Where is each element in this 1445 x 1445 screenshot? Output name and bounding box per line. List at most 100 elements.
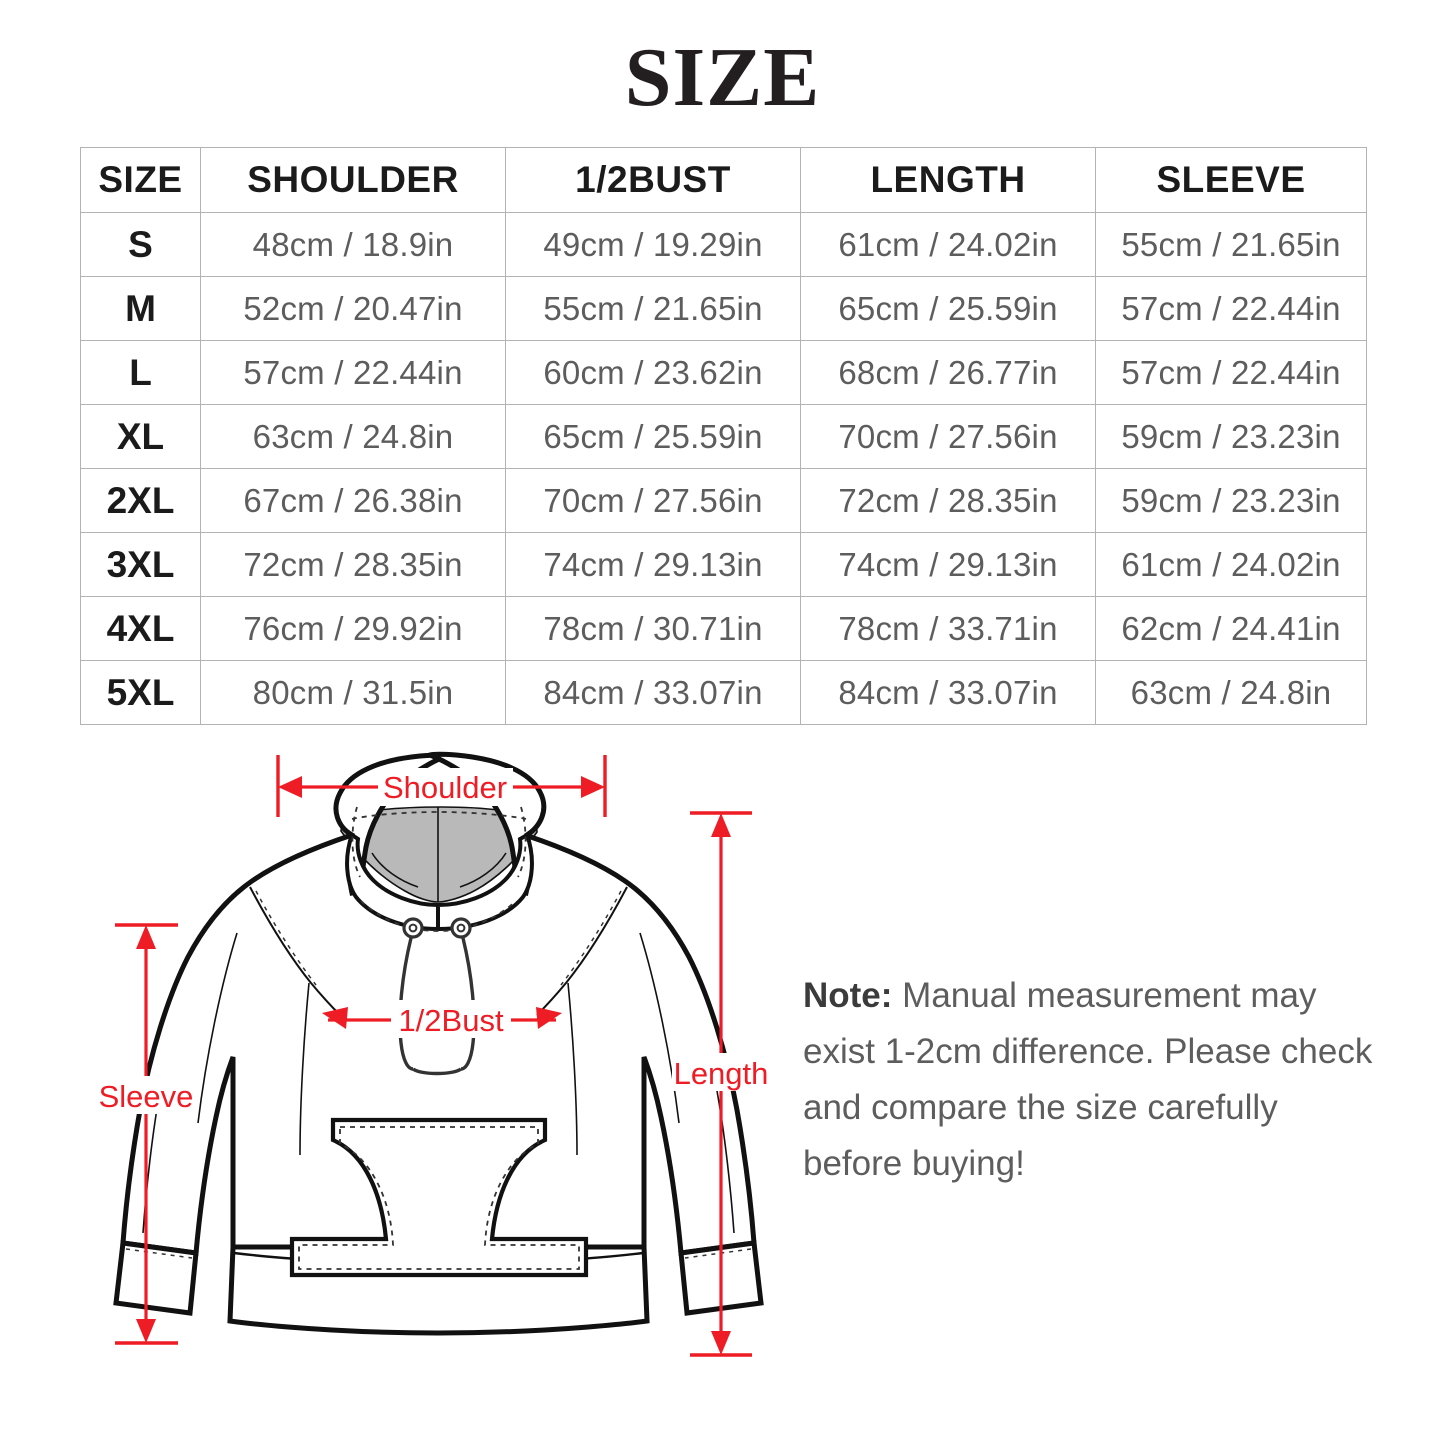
table-row: 5XL 80cm / 31.5in 84cm / 33.07in 84cm / … (80, 660, 1367, 725)
cell-shoulder: 72cm / 28.35in (200, 532, 506, 597)
column-header-shoulder: SHOULDER (200, 147, 506, 213)
cell-size: 5XL (80, 660, 201, 725)
hood-drape-left (371, 852, 419, 888)
cell-bust: 70cm / 27.56in (505, 468, 801, 533)
cell-length: 74cm / 29.13in (800, 532, 1096, 597)
length-arrowhead-bottom (711, 1331, 731, 1355)
bust-arrowhead-right (536, 1007, 562, 1029)
shoulder-label: Shoulder (383, 770, 507, 805)
column-header-bust: 1/2BUST (505, 147, 801, 213)
cell-length: 84cm / 33.07in (800, 660, 1096, 725)
sleeve-arrowhead-top (136, 925, 156, 949)
table-row: 4XL 76cm / 29.92in 78cm / 30.71in 78cm /… (80, 596, 1367, 661)
cell-size: L (80, 340, 201, 405)
sleeve-label-bg (96, 1076, 196, 1114)
hoodie-illustration (113, 751, 764, 1336)
cell-bust: 65cm / 25.59in (505, 404, 801, 469)
cell-sleeve: 55cm / 21.65in (1095, 212, 1367, 277)
cell-length: 61cm / 24.02in (800, 212, 1096, 277)
drawstring-left (398, 917, 424, 1071)
shoulder-measurement: Shoulder (276, 755, 607, 817)
bust-label-bg (391, 1000, 511, 1038)
cell-length: 65cm / 25.59in (800, 276, 1096, 341)
cell-bust: 84cm / 33.07in (505, 660, 801, 725)
shoulder-arrowhead-right (581, 776, 605, 798)
right-cuff-stitch (684, 1248, 752, 1259)
cell-sleeve: 63cm / 24.8in (1095, 660, 1367, 725)
column-header-length: LENGTH (800, 147, 1096, 213)
sleeve-measurement: Sleeve (96, 923, 196, 1345)
bust-label: 1/2Bust (398, 1003, 504, 1038)
shoulder-seam-right (536, 886, 628, 1016)
cell-shoulder: 67cm / 26.38in (200, 468, 506, 533)
body-fold-left (299, 982, 310, 1156)
sleeve-drape-left-a (197, 932, 238, 1124)
cell-size: 3XL (80, 532, 201, 597)
left-cuff-stitch (125, 1248, 193, 1259)
cell-sleeve: 61cm / 24.02in (1095, 532, 1367, 597)
note-label: Note: (803, 976, 893, 1015)
cell-size: XL (80, 404, 201, 469)
cell-shoulder: 80cm / 31.5in (200, 660, 506, 725)
page-title: SIZE (624, 31, 821, 124)
length-arrowhead-top (711, 813, 731, 837)
cell-bust: 49cm / 19.29in (505, 212, 801, 277)
shoulder-seam-stitch-left (255, 890, 317, 986)
length-measurement: Length (672, 811, 772, 1357)
kangaroo-pocket-stitch (298, 1126, 580, 1270)
sleeve-label: Sleeve (99, 1079, 194, 1114)
table-row: M 52cm / 20.47in 55cm / 21.65in 65cm / 2… (80, 276, 1367, 341)
cell-bust: 60cm / 23.62in (505, 340, 801, 405)
hood-inner-gray (340, 806, 538, 903)
cell-shoulder: 52cm / 20.47in (200, 276, 506, 341)
shoulder-label-bg (378, 768, 513, 806)
cell-length: 68cm / 26.77in (800, 340, 1096, 405)
drawstring-bottom-loop (411, 1067, 463, 1076)
cell-length: 70cm / 27.56in (800, 404, 1096, 469)
half-bust-measurement: 1/2Bust (322, 1000, 562, 1038)
shoulder-arrowhead-left (278, 776, 302, 798)
bust-arrowhead-left (322, 1007, 348, 1029)
cell-sleeve: 62cm / 24.41in (1095, 596, 1367, 661)
cell-shoulder: 57cm / 22.44in (200, 340, 506, 405)
length-label-bg (672, 1053, 772, 1091)
column-header-size: SIZE (80, 147, 201, 213)
left-cuff (113, 1240, 199, 1316)
cell-bust: 55cm / 21.65in (505, 276, 801, 341)
cell-size: 4XL (80, 596, 201, 661)
neckline-stitch (360, 900, 517, 932)
hoodie-measurement-diagram: Shoulder 1/2Bust Length Sleeve (0, 735, 800, 1395)
sleeve-drape-right-a (639, 932, 680, 1124)
hood-opening-stitch (351, 811, 527, 820)
table-row: S 48cm / 18.9in 49cm / 19.29in 61cm / 24… (80, 212, 1367, 277)
kangaroo-pocket (289, 1117, 589, 1278)
shoulder-seam-left (249, 886, 341, 1016)
measurement-note: Note: Manual measurement may exist 1-2cm… (803, 968, 1373, 1192)
table-row: XL 63cm / 24.8in 65cm / 25.59in 70cm / 2… (80, 404, 1367, 469)
shoulder-seam-stitch-right (560, 890, 622, 986)
table-row: L 57cm / 22.44in 60cm / 23.62in 68cm / 2… (80, 340, 1367, 405)
drawstring-right (450, 917, 476, 1071)
column-header-sleeve: SLEEVE (1095, 147, 1367, 213)
size-chart-table: SIZE SHOULDER 1/2BUST LENGTH SLEEVE S 48… (80, 147, 1367, 725)
cell-size: M (80, 276, 201, 341)
cell-sleeve: 59cm / 23.23in (1095, 404, 1367, 469)
length-label: Length (674, 1056, 769, 1091)
cell-sleeve: 57cm / 22.44in (1095, 276, 1367, 341)
cell-length: 78cm / 33.71in (800, 596, 1096, 661)
cell-sleeve: 57cm / 22.44in (1095, 340, 1367, 405)
table-row: 3XL 72cm / 28.35in 74cm / 29.13in 74cm /… (80, 532, 1367, 597)
cell-size: 2XL (80, 468, 201, 533)
note-text: Manual measurement may exist 1-2cm diffe… (803, 976, 1373, 1183)
table-header-row: SIZE SHOULDER 1/2BUST LENGTH SLEEVE (80, 147, 1367, 213)
cell-size: S (80, 212, 201, 277)
cell-shoulder: 48cm / 18.9in (200, 212, 506, 277)
cell-shoulder: 63cm / 24.8in (200, 404, 506, 469)
hood-drape-right (459, 852, 507, 888)
hood-collar-right (436, 832, 534, 932)
table-row: 2XL 67cm / 26.38in 70cm / 27.56in 72cm /… (80, 468, 1367, 533)
size-chart-container: SIZE SHOULDER 1/2BUST LENGTH SLEEVE S 48… (80, 147, 1367, 725)
sleeve-arrowhead-bottom (136, 1319, 156, 1343)
cell-length: 72cm / 28.35in (800, 468, 1096, 533)
cell-bust: 74cm / 29.13in (505, 532, 801, 597)
